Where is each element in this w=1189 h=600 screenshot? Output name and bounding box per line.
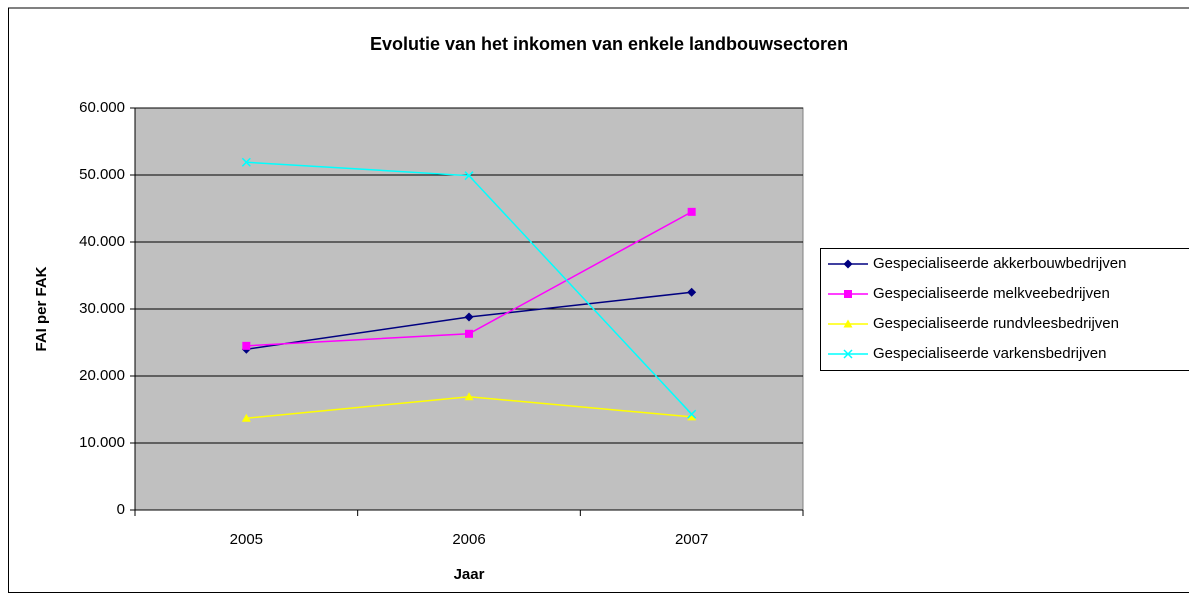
legend-label: Gespecialiseerde akkerbouwbedrijven <box>873 255 1126 272</box>
legend-label: Gespecialiseerde melkveebedrijven <box>873 285 1110 302</box>
y-tick-label: 40.000 <box>79 233 125 250</box>
x-axis-title: Jaar <box>454 566 485 583</box>
legend-label: Gespecialiseerde varkensbedrijven <box>873 345 1106 362</box>
marker <box>464 392 474 401</box>
legend-marker <box>844 290 852 298</box>
marker <box>241 157 251 167</box>
legend-label: Gespecialiseerde rundvleesbedrijven <box>873 315 1119 332</box>
y-tick-label: 0 <box>117 501 125 518</box>
y-tick-label: 10.000 <box>79 434 125 451</box>
x-tick-label: 2005 <box>230 531 263 548</box>
marker <box>687 287 697 297</box>
marker <box>464 312 474 322</box>
legend-marker <box>843 319 853 328</box>
x-tick-label: 2006 <box>452 531 485 548</box>
marker <box>241 413 251 422</box>
marker <box>464 171 474 181</box>
y-axis-title: FAI per FAK <box>33 266 50 351</box>
marker <box>687 409 697 419</box>
legend-marker <box>843 349 853 359</box>
chart-border <box>8 7 1189 593</box>
marker <box>687 207 696 216</box>
legend-marker <box>843 259 853 269</box>
y-tick-label: 50.000 <box>79 166 125 183</box>
marker <box>242 341 251 350</box>
y-tick-label: 30.000 <box>79 300 125 317</box>
marker <box>465 329 473 338</box>
y-tick-label: 60.000 <box>79 99 125 116</box>
x-tick-label: 2007 <box>675 531 708 548</box>
legend <box>820 248 1189 371</box>
y-tick-label: 20.000 <box>79 367 125 384</box>
chart-title: Evolutie van het inkomen van enkele land… <box>370 34 848 54</box>
marker <box>687 412 697 421</box>
